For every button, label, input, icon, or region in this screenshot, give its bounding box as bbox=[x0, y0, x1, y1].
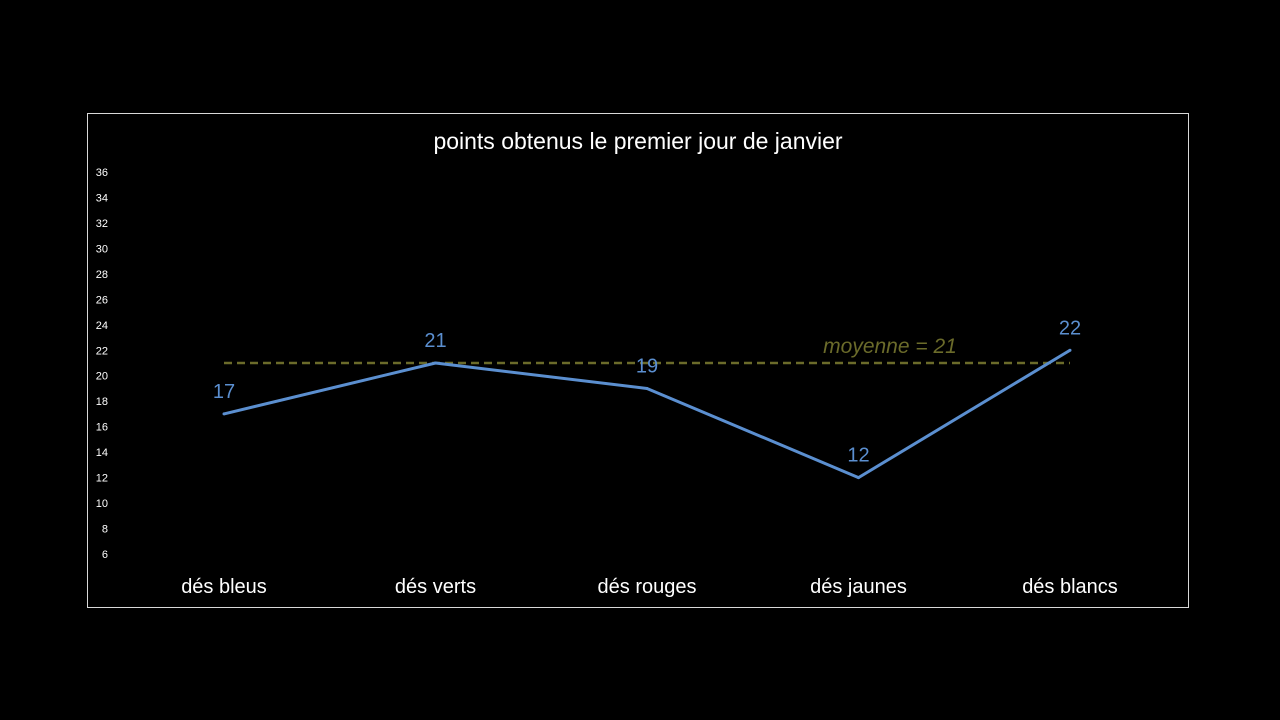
data-point bbox=[645, 386, 649, 390]
x-tick-label: dés bleus bbox=[181, 576, 267, 598]
y-tick-label: 28 bbox=[96, 269, 108, 281]
y-tick-label: 24 bbox=[96, 320, 108, 332]
chart-frame bbox=[87, 113, 1189, 608]
data-point bbox=[222, 412, 226, 416]
y-tick-label: 20 bbox=[96, 371, 108, 383]
x-tick-label: dés blancs bbox=[1022, 576, 1118, 598]
data-label: 21 bbox=[424, 330, 446, 352]
data-point bbox=[1068, 348, 1072, 352]
y-tick-label: 12 bbox=[96, 473, 108, 485]
y-tick-label: 14 bbox=[96, 447, 108, 459]
data-label: 19 bbox=[636, 355, 658, 377]
data-point bbox=[434, 361, 437, 365]
average-reference: moyenne = 21 bbox=[224, 335, 1070, 365]
y-tick-label: 22 bbox=[96, 345, 108, 357]
data-label: 12 bbox=[847, 445, 869, 467]
data-point bbox=[857, 476, 860, 480]
data-label: 22 bbox=[1059, 317, 1081, 339]
y-tick-label: 18 bbox=[96, 396, 108, 408]
data-labels: 17 21 19 12 22 bbox=[213, 317, 1081, 466]
y-tick-label: 8 bbox=[102, 524, 108, 536]
x-tick-label: dés jaunes bbox=[810, 576, 907, 598]
y-tick-label: 36 bbox=[96, 167, 108, 179]
series-group bbox=[222, 348, 1072, 480]
data-label: 17 bbox=[213, 381, 235, 403]
x-axis-labels: dés bleus dés verts dés rouges dés jaunes dé… bbox=[181, 576, 1118, 598]
y-tick-label: 32 bbox=[96, 218, 108, 230]
y-tick-label: 6 bbox=[102, 549, 108, 561]
y-tick-label: 16 bbox=[96, 422, 108, 434]
y-axis-ticks: 36 34 32 30 28 26 24 22 20 18 16 14 12 10 8 6 bbox=[96, 167, 108, 561]
y-tick-label: 26 bbox=[96, 294, 108, 306]
y-tick-label: 10 bbox=[96, 498, 108, 510]
average-label: moyenne = 21 bbox=[823, 335, 957, 358]
chart-title: points obtenus le premier jour de janvie… bbox=[433, 128, 842, 154]
x-tick-label: dés rouges bbox=[598, 576, 697, 598]
y-tick-label: 34 bbox=[96, 192, 108, 204]
y-tick-label: 30 bbox=[96, 243, 108, 255]
x-tick-label: dés verts bbox=[395, 576, 476, 598]
